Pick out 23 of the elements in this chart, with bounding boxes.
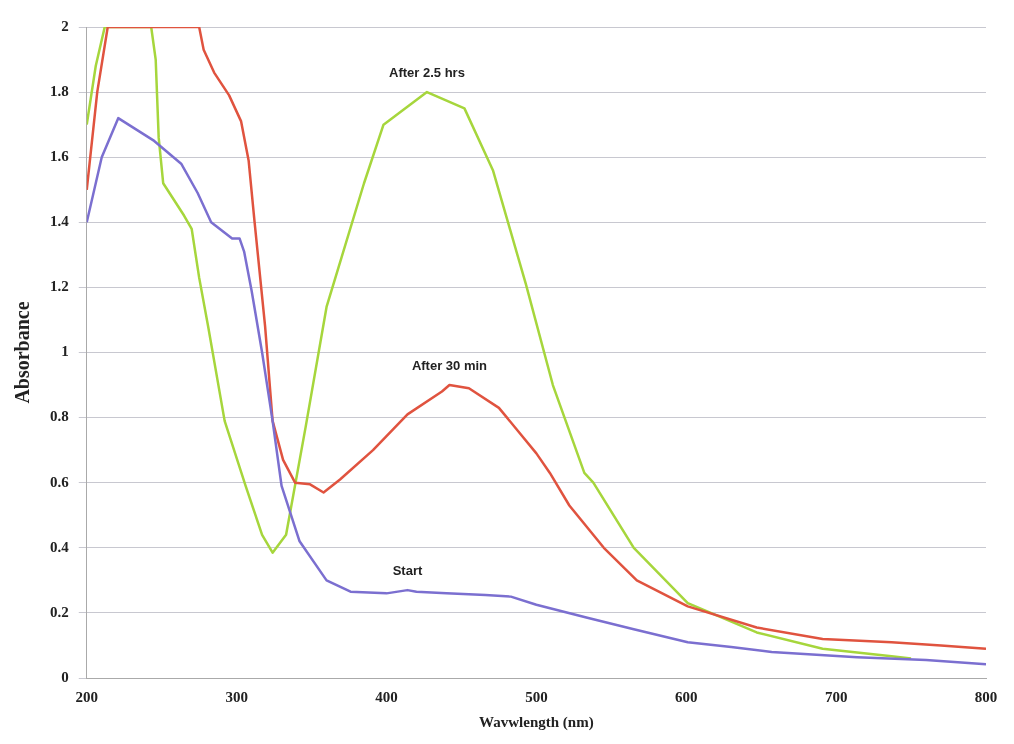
x-tick-label: 200 [75, 688, 98, 705]
y-tick-label: 1.4 [50, 213, 70, 230]
x-tick-label: 300 [225, 688, 248, 705]
y-tick-label: 0.4 [50, 538, 70, 555]
y-axis-title: Absorbance [11, 301, 34, 404]
series-label: After 2.5 hrs [389, 65, 465, 81]
x-axis-title: Wavwlength (nm) [479, 713, 594, 731]
y-tick-label: 1.2 [50, 278, 69, 295]
y-tick-label: 1.6 [50, 148, 70, 165]
y-tick-label: 0 [61, 668, 69, 685]
y-tick-label: 2 [61, 17, 69, 34]
y-tick-label: 1 [61, 343, 69, 360]
y-tick-label: 0.2 [50, 603, 69, 620]
x-tick-label: 400 [375, 688, 398, 705]
x-tick-label: 600 [675, 688, 698, 705]
series-label: Start [392, 563, 423, 579]
series-label: After 30 min [411, 358, 488, 374]
y-tick-label: 0.6 [50, 473, 70, 490]
x-tick-label: 500 [525, 688, 548, 705]
x-tick-label: 800 [974, 688, 998, 705]
x-tick-label: 700 [824, 688, 848, 705]
y-tick-label: 1.8 [50, 82, 69, 99]
y-tick-label: 0.8 [50, 408, 69, 425]
